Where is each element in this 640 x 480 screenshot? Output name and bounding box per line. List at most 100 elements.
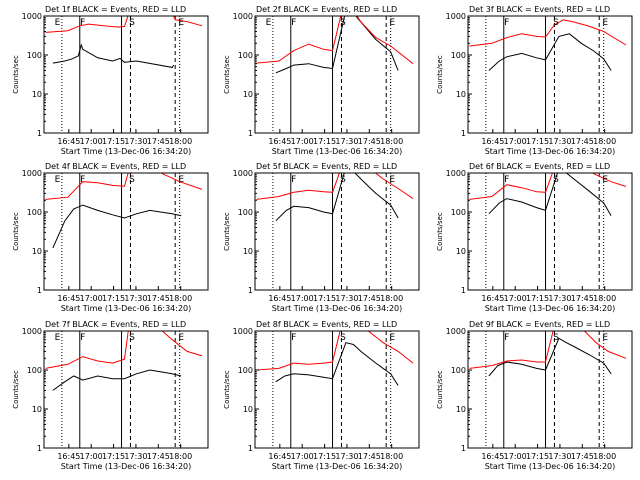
lld-series-line (256, 331, 414, 371)
panel-plot-area (469, 331, 627, 448)
y-tick-label: 10 (32, 90, 42, 99)
y-tick-label: 100 (238, 208, 253, 217)
y-tick-label: 1 (461, 129, 466, 138)
region-marker: E (389, 18, 395, 28)
region-marker: E (55, 333, 61, 343)
x-tick-label: 17:00 (291, 137, 314, 146)
x-tick-label: 16:45 (57, 294, 80, 303)
panel-title: Det 6f BLACK = Events, RED = LLD (469, 162, 610, 171)
x-tick-label: 18:00 (380, 452, 403, 461)
panel-plot-area (469, 16, 627, 133)
y-tick-label: 1000 (233, 12, 253, 21)
region-marker: E (602, 18, 608, 28)
region-marker: E (178, 333, 184, 343)
panel-plot-area (469, 173, 627, 290)
y-tick-label: 1000 (233, 327, 253, 336)
region-marker: E (178, 175, 184, 185)
y-tick-label: 10 (32, 247, 42, 256)
y-tick-label: 100 (238, 51, 253, 60)
x-axis-label: Start Time (13-Dec-06 16:34:20) (61, 147, 192, 156)
x-axis-label: Start Time (13-Dec-06 16:34:20) (485, 462, 616, 471)
x-tick-label: 17:45 (358, 294, 381, 303)
panel-title: Det 3f BLACK = Events, RED = LLD (469, 5, 610, 14)
x-tick-label: 16:45 (481, 137, 504, 146)
panel-plot-area (45, 331, 203, 448)
y-tick-label: 10 (243, 247, 253, 256)
region-marker: S (553, 175, 559, 185)
x-tick-label: 17:00 (80, 137, 103, 146)
y-axis-label: Counts/sec (223, 55, 231, 94)
x-tick-label: 17:45 (147, 452, 170, 461)
y-tick-label: 100 (451, 51, 466, 60)
x-tick-label: 17:45 (571, 137, 594, 146)
panel-frame (254, 172, 420, 291)
panel-title: Det 7f BLACK = Events, RED = LLD (45, 320, 186, 329)
region-marker: F (504, 333, 509, 343)
x-tick-label: 17:45 (358, 452, 381, 461)
y-tick-label: 1 (37, 286, 42, 295)
events-series-line (488, 337, 612, 377)
region-marker: S (553, 18, 559, 28)
y-axis-label: Counts/sec (12, 370, 20, 409)
x-tick-label: 16:45 (268, 294, 291, 303)
y-tick-label: 1 (37, 444, 42, 453)
x-axis-label: Start Time (13-Dec-06 16:34:20) (61, 304, 192, 313)
x-tick-label: 16:45 (268, 137, 291, 146)
x-tick-label: 17:30 (548, 294, 571, 303)
panel-det-3: Det 3f BLACK = Events, RED = LLD 1 10 100 10… (436, 5, 633, 156)
y-tick-label: 1000 (22, 12, 42, 21)
region-marker: F (504, 18, 509, 28)
y-tick-label: 1 (461, 444, 466, 453)
x-tick-label: 18:00 (169, 137, 192, 146)
x-tick-label: 18:00 (593, 137, 616, 146)
x-tick-label: 17:30 (124, 137, 147, 146)
region-marker: S (129, 333, 135, 343)
x-tick-label: 18:00 (593, 294, 616, 303)
x-tick-label: 17:30 (335, 294, 358, 303)
region-marker: S (340, 333, 346, 343)
panel-det-7: Det 7f BLACK = Events, RED = LLD 1 10 100 10… (12, 320, 209, 471)
region-marker: E (389, 175, 395, 185)
panel-title: Det 9f BLACK = Events, RED = LLD (469, 320, 610, 329)
y-tick-label: 10 (32, 405, 42, 414)
x-tick-label: 18:00 (593, 452, 616, 461)
x-tick-label: 17:30 (548, 452, 571, 461)
x-tick-label: 17:15 (313, 294, 336, 303)
region-marker: E (55, 18, 61, 28)
y-tick-label: 100 (451, 208, 466, 217)
events-series-line (52, 204, 182, 249)
x-axis-label: Start Time (13-Dec-06 16:34:20) (272, 147, 403, 156)
panel-frame (43, 330, 209, 449)
y-tick-label: 1 (248, 129, 253, 138)
y-tick-label: 10 (243, 405, 253, 414)
panel-plot-area (45, 16, 203, 133)
lld-series-line (469, 173, 627, 200)
x-tick-label: 16:45 (57, 137, 80, 146)
x-tick-label: 17:15 (526, 294, 549, 303)
y-tick-label: 100 (27, 366, 42, 375)
region-marker: F (80, 18, 85, 28)
y-tick-label: 10 (456, 247, 466, 256)
panel-frame (43, 15, 209, 134)
x-tick-label: 16:45 (481, 294, 504, 303)
y-tick-label: 100 (451, 366, 466, 375)
y-tick-label: 1 (37, 129, 42, 138)
y-tick-label: 1 (248, 286, 253, 295)
y-tick-label: 1000 (233, 169, 253, 178)
y-axis-label: Counts/sec (436, 55, 444, 94)
x-tick-label: 18:00 (380, 137, 403, 146)
panel-det-6: Det 6f BLACK = Events, RED = LLD 1 10 100 10… (436, 162, 633, 313)
x-tick-label: 17:30 (548, 137, 571, 146)
x-axis-label: Start Time (13-Dec-06 16:34:20) (272, 304, 403, 313)
x-tick-label: 17:45 (147, 137, 170, 146)
x-tick-label: 18:00 (380, 294, 403, 303)
y-tick-label: 1000 (22, 169, 42, 178)
y-axis-label: Counts/sec (436, 212, 444, 251)
region-marker: S (553, 333, 559, 343)
y-tick-label: 1000 (446, 12, 466, 21)
events-series-line (488, 33, 612, 71)
lld-series-line (469, 19, 627, 47)
region-marker: E (602, 333, 608, 343)
events-series-line (275, 173, 399, 222)
lld-series-line (45, 331, 203, 369)
